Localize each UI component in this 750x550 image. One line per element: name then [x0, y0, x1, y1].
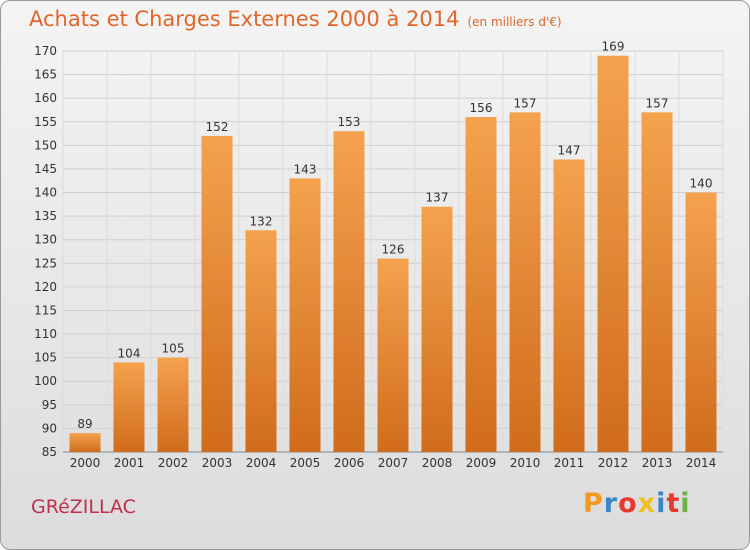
bar-2000 [69, 433, 101, 452]
y-tick-label: 145 [34, 162, 57, 176]
x-tick-label: 2006 [334, 456, 365, 470]
x-tick-label: 2003 [202, 456, 233, 470]
logo-letter: i [680, 488, 691, 519]
x-tick-label: 2011 [554, 456, 585, 470]
commune-name: GRéZILLAC [31, 496, 136, 518]
y-tick-label: 160 [34, 91, 57, 105]
proxiti-logo: Proxiti [583, 488, 691, 519]
bar-2006 [333, 131, 365, 452]
logo-letter: x [637, 488, 657, 519]
x-tick-label: 2002 [158, 456, 189, 470]
value-label: 140 [690, 177, 713, 191]
value-label: 126 [382, 243, 405, 257]
x-tick-label: 2010 [510, 456, 541, 470]
chart-unit-label: (en milliers d'€) [467, 15, 562, 29]
y-tick-label: 155 [34, 115, 57, 129]
value-label: 157 [514, 96, 537, 110]
bar-2001 [113, 362, 145, 452]
value-label: 169 [602, 40, 625, 54]
x-tick-label: 2012 [598, 456, 629, 470]
x-tick-label: 2008 [422, 456, 453, 470]
value-label: 89 [77, 417, 92, 431]
chart-title: Achats et Charges Externes 2000 à 2014 (e… [29, 7, 562, 31]
y-tick-label: 135 [34, 209, 57, 223]
x-tick-label: 2014 [686, 456, 717, 470]
chart-title-text: Achats et Charges Externes 2000 à 2014 [29, 7, 460, 31]
y-tick-label: 130 [34, 233, 57, 247]
bar-2003 [201, 135, 233, 452]
x-tick-label: 2007 [378, 456, 409, 470]
value-label: 105 [162, 342, 185, 356]
x-tick-label: 2009 [466, 456, 497, 470]
y-tick-label: 165 [34, 68, 57, 82]
bar-2002 [157, 357, 189, 452]
bar-2004 [245, 230, 277, 452]
y-tick-label: 95 [42, 398, 57, 412]
bar-2013 [641, 112, 673, 453]
x-tick-label: 2005 [290, 456, 321, 470]
y-tick-label: 115 [34, 303, 57, 317]
logo-letter: i [656, 488, 667, 519]
bar-2008 [421, 206, 453, 452]
value-labels: 89 104 105 152 132 143 153 126 137 156 157 147 169 15… [77, 40, 712, 431]
y-tick-label: 125 [34, 256, 57, 270]
logo-letter: r [603, 488, 619, 519]
x-axis: 2000 2001 2002 2003 2004 2005 2006 2007 2008 2009… [70, 456, 717, 470]
bar-2011 [553, 159, 585, 452]
logo-letter: o [618, 488, 638, 519]
y-tick-label: 85 [42, 445, 57, 459]
value-label: 104 [118, 346, 141, 360]
bar-group [69, 55, 717, 453]
y-tick-label: 120 [34, 280, 57, 294]
x-tick-label: 2004 [246, 456, 277, 470]
value-label: 147 [558, 144, 581, 158]
y-tick-label: 90 [42, 421, 57, 435]
logo-letter: t [666, 488, 681, 519]
y-axis: 85 90 95 100 105 110 115 120 125 130 135 140 145 150 1… [34, 44, 57, 459]
bar-2009 [465, 117, 497, 452]
bar-2014 [685, 192, 717, 452]
y-tick-label: 140 [34, 186, 57, 200]
x-tick-label: 2001 [114, 456, 145, 470]
value-label: 152 [206, 120, 229, 134]
x-tick-label: 2000 [70, 456, 101, 470]
bar-2005 [289, 178, 321, 452]
value-label: 153 [338, 115, 361, 129]
value-label: 157 [646, 96, 669, 110]
value-label: 132 [250, 214, 273, 228]
bar-2010 [509, 112, 541, 453]
y-tick-label: 150 [34, 138, 57, 152]
y-tick-label: 170 [34, 44, 57, 58]
bar-2007 [377, 258, 409, 452]
value-label: 143 [294, 162, 317, 176]
x-tick-label: 2013 [642, 456, 673, 470]
y-tick-label: 100 [34, 374, 57, 388]
bar-2012 [597, 55, 629, 452]
value-label: 156 [470, 101, 493, 115]
y-tick-label: 110 [34, 327, 57, 341]
y-tick-label: 105 [34, 351, 57, 365]
value-label: 137 [426, 191, 449, 205]
logo-letter: P [583, 488, 604, 519]
